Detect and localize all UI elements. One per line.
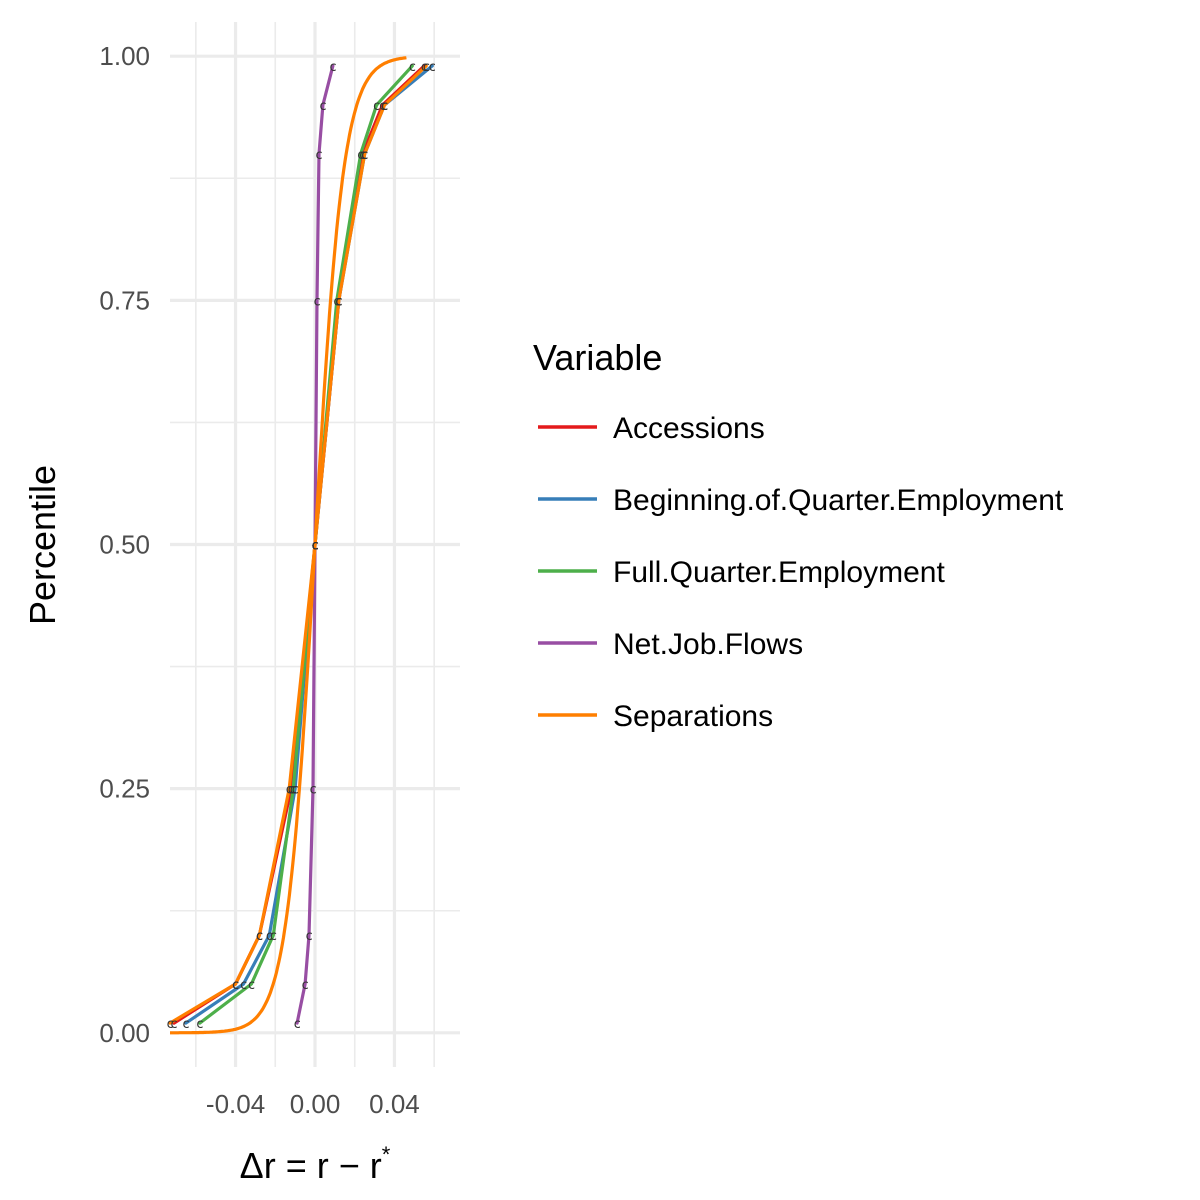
point-label: c	[333, 294, 341, 309]
point-label: c	[381, 99, 389, 114]
point-label: c	[232, 978, 240, 993]
legend-label-Separations: Separations	[613, 700, 773, 733]
point-label: c	[182, 1017, 190, 1032]
x-tick-label: -0.04	[206, 1089, 265, 1119]
point-label: c	[311, 539, 319, 554]
legend-items: Accessions Beginning.of.Quarter.Employmen…	[538, 412, 1064, 733]
point-label: c	[305, 929, 313, 944]
legend: Variable Accessions Beginning.of.Quarter.…	[533, 337, 1064, 733]
point-label: c	[335, 294, 343, 309]
point-label: c	[166, 1017, 174, 1032]
point-label: c	[428, 60, 436, 75]
point-label: c	[381, 99, 389, 114]
point-label: c	[319, 99, 327, 114]
point-label: c	[291, 783, 299, 798]
point-labels: cccccccccccccccccccccccccccccccccccccccc…	[166, 60, 436, 1032]
point-label: c	[287, 783, 295, 798]
point-label: c	[311, 539, 319, 554]
y-tick-label: 0.50	[99, 530, 150, 560]
legend-label-Accessions: Accessions	[613, 412, 765, 445]
y-axis-title: Percentile	[22, 465, 63, 625]
x-tick-label: 0.00	[290, 1089, 341, 1119]
fitted-curve	[169, 56, 407, 1035]
point-label: c	[335, 294, 343, 309]
legend-label-Net.Job.Flows: Net.Job.Flows	[613, 628, 803, 661]
point-label: c	[420, 60, 428, 75]
point-label: c	[329, 60, 337, 75]
point-label: c	[301, 978, 309, 993]
point-label: c	[311, 539, 319, 554]
point-label: c	[422, 60, 430, 75]
x-axis-title-sup: *	[382, 1142, 391, 1167]
point-label: c	[315, 148, 323, 163]
point-label: c	[255, 929, 263, 944]
point-label: c	[269, 929, 277, 944]
legend-label-Full.Quarter.Employment: Full.Quarter.Employment	[613, 556, 945, 589]
y-tick-label: 0.25	[99, 774, 150, 804]
x-axis-ticks: -0.04 0.00 0.04	[206, 1089, 420, 1119]
point-label: c	[232, 978, 240, 993]
point-label: c	[408, 60, 416, 75]
point-label: c	[248, 978, 256, 993]
point-label: c	[359, 148, 367, 163]
y-tick-label: 1.00	[99, 41, 150, 71]
fitted-curve-line	[169, 56, 407, 1035]
point-label: c	[361, 148, 369, 163]
point-label: c	[357, 148, 365, 163]
point-label: c	[196, 1017, 204, 1032]
point-label: c	[313, 294, 321, 309]
point-label: c	[373, 99, 381, 114]
point-label: c	[240, 978, 248, 993]
legend-label-Beginning.of.Quarter.Employment: Beginning.of.Quarter.Employment	[613, 484, 1064, 517]
point-label: c	[293, 1017, 301, 1032]
x-axis-title-main: Δr = r − r	[240, 1145, 382, 1186]
point-label: c	[289, 783, 297, 798]
y-axis-ticks: 0.00 0.25 0.50 0.75 1.00	[99, 41, 150, 1048]
y-tick-label: 0.75	[99, 285, 150, 315]
point-label: c	[335, 294, 343, 309]
y-tick-label: 0.00	[99, 1018, 150, 1048]
point-label: c	[311, 539, 319, 554]
point-label: c	[170, 1017, 178, 1032]
point-label: c	[311, 539, 319, 554]
point-label: c	[309, 783, 317, 798]
point-label: c	[285, 783, 293, 798]
point-label: c	[255, 929, 263, 944]
point-label: c	[379, 99, 387, 114]
point-label: c	[265, 929, 273, 944]
x-tick-label: 0.04	[369, 1089, 420, 1119]
legend-title: Variable	[533, 337, 662, 378]
x-axis-title: Δr = r − r*	[240, 1142, 391, 1186]
point-label: c	[361, 148, 369, 163]
